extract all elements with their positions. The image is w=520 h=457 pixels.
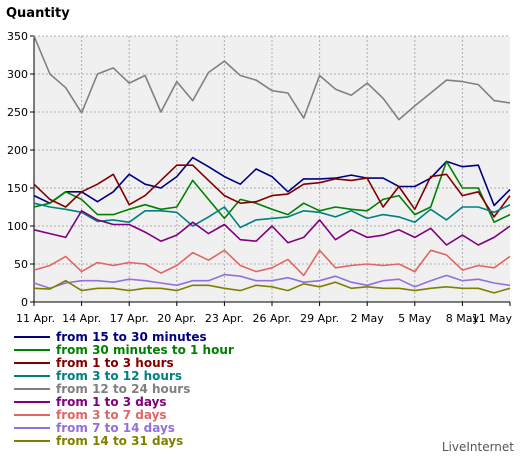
x-tick-label: 2 May <box>351 312 385 325</box>
y-tick-label: 300 <box>7 68 28 81</box>
y-axis-title: Quantity <box>6 6 70 21</box>
legend-label: from 1 to 3 hours <box>56 356 174 370</box>
legend-label: from 3 to 12 hours <box>56 369 182 383</box>
watermark-text: LiveInternet <box>442 440 514 454</box>
series-line-7 <box>33 249 511 277</box>
y-tick-label: 100 <box>7 220 28 233</box>
series-line-8 <box>33 273 511 290</box>
x-tick-label: 14 Apr. <box>62 312 101 325</box>
legend-label: from 14 to 31 days <box>56 434 183 448</box>
y-tick-label: 250 <box>7 106 28 119</box>
x-tick-labels: 11 Apr. 14 Apr. 17 Apr. 20 Apr. 23 Apr. 26 Ap… <box>16 302 512 325</box>
x-tick-label: 29 Apr. <box>300 312 339 325</box>
y-tick-label: 0 <box>21 296 28 309</box>
legend-label: from 7 to 14 days <box>56 421 175 435</box>
y-tick-label: 350 <box>7 30 28 43</box>
y-tick-label: 150 <box>7 182 28 195</box>
series-line-2 <box>33 160 511 223</box>
x-tick-label: 11 Apr. <box>16 312 55 325</box>
series-line-3 <box>33 164 511 218</box>
x-tick-label: 11 May <box>472 312 513 325</box>
series-line-4 <box>33 202 511 229</box>
y-tick-labels: 0 50 100 150 200 250 300 350 <box>7 30 34 309</box>
y-tick-label: 50 <box>14 258 28 271</box>
series-line-9 <box>33 279 511 294</box>
x-tick-label: 17 Apr. <box>110 312 149 325</box>
legend-label: from 1 to 3 days <box>56 395 167 409</box>
x-tick-label: 23 Apr. <box>205 312 244 325</box>
series-line-6 <box>33 210 511 246</box>
legend-label: from 15 to 30 minutes <box>56 330 207 344</box>
y-tick-label: 200 <box>7 144 28 157</box>
x-tick-label: 8 May <box>446 312 480 325</box>
x-tick-label: 20 Apr. <box>157 312 196 325</box>
series-line-5 <box>33 35 511 121</box>
legend-label: from 3 to 7 days <box>56 408 167 422</box>
series-lines <box>33 35 511 294</box>
legend-label: from 30 minutes to 1 hour <box>56 343 234 357</box>
grid-lines <box>34 35 510 302</box>
legend-label: from 12 to 24 hours <box>56 382 190 396</box>
x-tick-label: 5 May <box>398 312 432 325</box>
x-tick-label: 26 Apr. <box>252 312 291 325</box>
